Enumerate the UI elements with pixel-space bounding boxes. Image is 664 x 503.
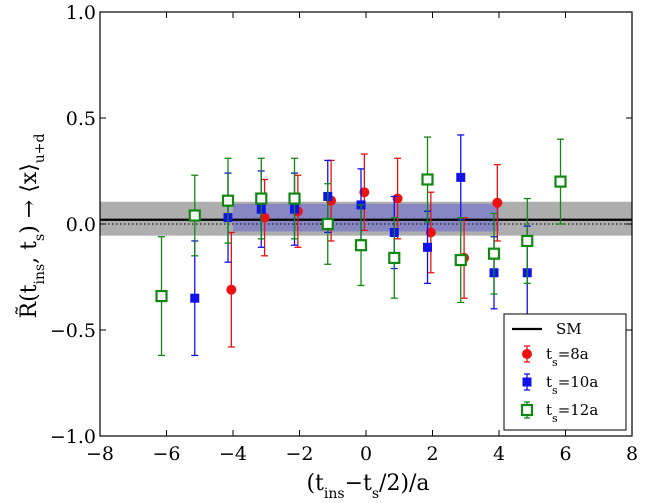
- blue-band: [233, 203, 499, 232]
- legend-label: ts=12a: [546, 401, 598, 425]
- series-t-s-12a: [155, 136, 567, 357]
- data-point: [454, 253, 467, 267]
- y-tick-label: 0.0: [66, 214, 96, 236]
- x-tick-label: 8: [626, 443, 638, 465]
- x-tick-label: −6: [152, 443, 180, 465]
- data-point: [321, 217, 334, 231]
- legend-label: ts=10a: [546, 373, 598, 397]
- series-layer: [155, 134, 567, 357]
- x-tick-label: 6: [559, 443, 571, 465]
- data-point: [188, 209, 201, 222]
- axes-layer: −8 −6 −4 −2 0 2 4 6 8 −1.0 −0.5 0.0 0.5 1.0: [50, 2, 638, 465]
- legend: SM ts=8a ts=10a ts=12a: [503, 313, 627, 431]
- data-point: [190, 293, 200, 303]
- data-point: [492, 197, 503, 208]
- legend-marker: [522, 349, 532, 359]
- data-point: [155, 289, 168, 303]
- data-point: [425, 227, 436, 238]
- data-point: [487, 247, 501, 260]
- x-tick-label: 4: [493, 443, 505, 465]
- data-point: [423, 242, 433, 252]
- data-point: [221, 194, 235, 207]
- x-tick-label: 0: [360, 443, 372, 465]
- y-tick-label: −1.0: [50, 426, 96, 448]
- y-tick-label: 0.5: [66, 108, 96, 130]
- data-point: [388, 251, 401, 265]
- x-tick-label: 2: [426, 443, 438, 465]
- data-point: [359, 187, 370, 198]
- data-point: [554, 175, 567, 188]
- data-point: [255, 192, 268, 205]
- y-tick-label: 1.0: [66, 2, 96, 24]
- x-axis-title: (tins−ts/2)/a: [306, 471, 429, 498]
- legend-marker: [522, 377, 532, 387]
- x-tick-label: −8: [86, 443, 114, 465]
- x-tick-label: −2: [285, 443, 313, 465]
- data-point: [521, 234, 534, 248]
- y-axis-title: R̃(tins, ts) → ⟨x⟩u+d: [16, 133, 48, 318]
- data-point: [456, 172, 466, 182]
- data-point: [288, 192, 301, 205]
- legend-marker: [520, 403, 534, 417]
- legend-label-sm: SM: [556, 320, 582, 338]
- data-point: [259, 212, 270, 223]
- legend-label: ts=8a: [546, 345, 589, 369]
- data-point: [421, 173, 434, 186]
- data-point: [354, 239, 368, 252]
- data-point: [226, 284, 237, 295]
- y-tick-label: −0.5: [50, 320, 96, 342]
- x-tick-label: −4: [219, 443, 247, 465]
